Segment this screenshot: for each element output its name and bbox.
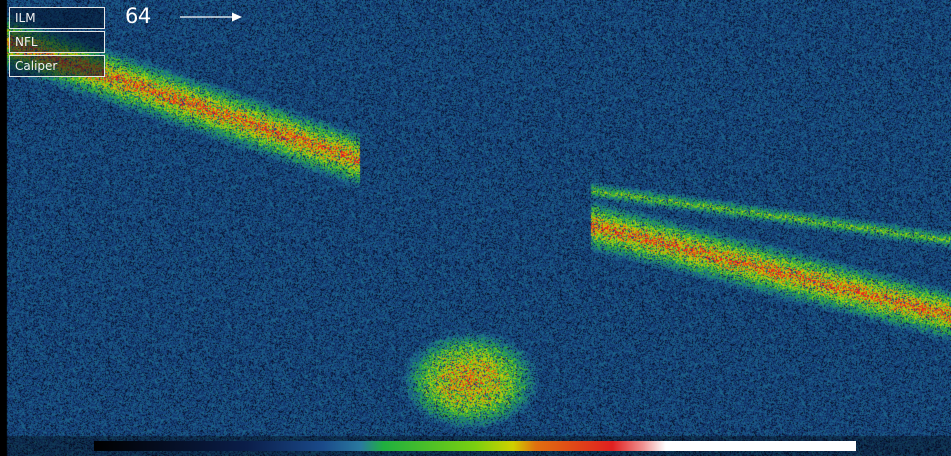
frame-number: 64 [125, 4, 151, 28]
arrow-right-icon [180, 12, 242, 22]
caliper-button[interactable]: Caliper [9, 55, 105, 77]
ilm-layer-button[interactable]: ILM [9, 7, 105, 29]
color-scale-bar [94, 441, 856, 451]
nfl-layer-button[interactable]: NFL [9, 31, 105, 53]
